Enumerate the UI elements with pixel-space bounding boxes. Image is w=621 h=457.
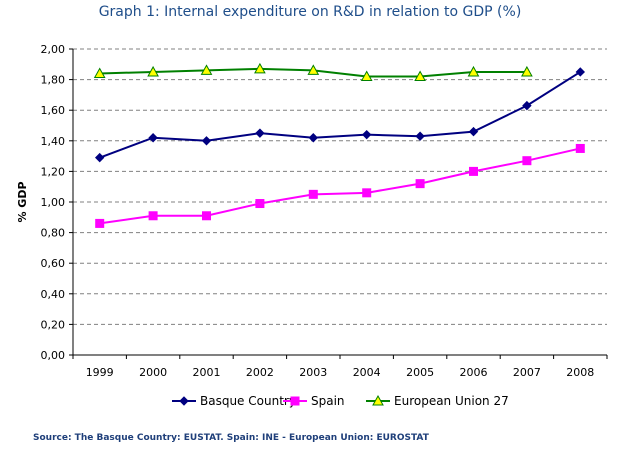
legend: Basque Country Spain European Union 27	[172, 394, 509, 408]
legend-marker-basque-country	[179, 396, 189, 406]
data-point-basque-country	[575, 67, 586, 77]
data-point-basque-country	[201, 136, 212, 146]
data-point-basque-country	[308, 133, 319, 143]
series-line-basque-country	[99, 71, 581, 159]
data-point-spain	[575, 143, 585, 153]
data-point-basque-country	[361, 129, 372, 140]
data-point-european-union-27	[414, 70, 426, 82]
data-point-spain	[202, 211, 211, 221]
data-point-european-union-27	[307, 64, 320, 75]
grid-lines	[73, 48, 607, 325]
data-point-spain	[522, 156, 532, 166]
x-tick-label: 2002	[246, 366, 274, 379]
data-point-spain	[469, 166, 478, 176]
y-tick-label: 1,20	[41, 165, 66, 178]
legend-label-european-union-27: European Union 27	[394, 394, 509, 408]
legend-marker-spain	[290, 396, 300, 406]
y-tick-label: 1,60	[41, 104, 66, 117]
x-tick-label: 2007	[513, 366, 541, 379]
y-tick-label: 0,80	[41, 227, 66, 240]
x-tick-label: 2005	[406, 366, 434, 379]
y-tick-label: 0,00	[41, 349, 66, 362]
x-tick-label: 2003	[299, 366, 327, 379]
data-point-spain	[95, 218, 105, 228]
x-tick-label: 1999	[86, 366, 114, 379]
y-tick-label: 1,40	[41, 135, 66, 148]
y-axis-label: % GDP	[16, 181, 29, 222]
legend-marker-european-union-27	[372, 394, 384, 406]
data-point-basque-country	[468, 126, 479, 137]
data-point-european-union-27	[467, 65, 480, 77]
series-line-spain	[99, 147, 581, 225]
data-point-spain	[362, 188, 372, 198]
axes	[69, 48, 608, 359]
data-point-basque-country	[415, 131, 425, 141]
y-tick-label: 2,00	[41, 43, 66, 56]
data-point-basque-country	[148, 133, 158, 143]
x-tick-label: 2001	[193, 366, 221, 379]
data-point-spain	[255, 199, 265, 209]
data-point-basque-country	[255, 128, 265, 138]
y-tick-label: 1,80	[41, 74, 66, 87]
chart-title: Graph 1: Internal expenditure on R&D in …	[99, 4, 522, 20]
data-point-basque-country	[94, 152, 105, 163]
legend-label-basque-country: Basque Country	[200, 394, 296, 408]
x-tick-label: 2006	[460, 366, 488, 379]
legend-label-spain: Spain	[311, 394, 345, 408]
source-note: Source: The Basque Country: EUSTAT. Spai…	[33, 433, 430, 443]
data-point-spain	[308, 189, 318, 199]
x-tick-label: 2008	[566, 366, 594, 379]
x-tick-label: 2000	[139, 366, 167, 379]
data-point-european-union-27	[147, 65, 159, 77]
y-tick-label: 1,00	[41, 196, 66, 209]
series-group	[93, 62, 586, 228]
data-point-european-union-27	[200, 64, 213, 75]
data-point-european-union-27	[521, 65, 533, 77]
x-tick-label: 2004	[353, 366, 381, 379]
y-tick-label: 0,20	[41, 318, 66, 331]
data-point-spain	[148, 211, 158, 221]
data-point-european-union-27	[93, 67, 106, 78]
y-tick-label: 0,60	[41, 257, 66, 270]
data-point-spain	[415, 179, 425, 189]
y-tick-label: 0,40	[41, 288, 66, 301]
y-tick-labels: 0,00 0,20 0,40 0,60 0,80 1,00 1,20 1,40 1,60 1,80…	[41, 43, 66, 362]
x-tick-labels: 1999 2000 2001 2002 2003 2004 2005 2006 2007 2008	[86, 366, 595, 379]
data-point-basque-country	[522, 100, 532, 111]
data-point-european-union-27	[254, 62, 266, 74]
data-point-european-union-27	[360, 70, 373, 82]
